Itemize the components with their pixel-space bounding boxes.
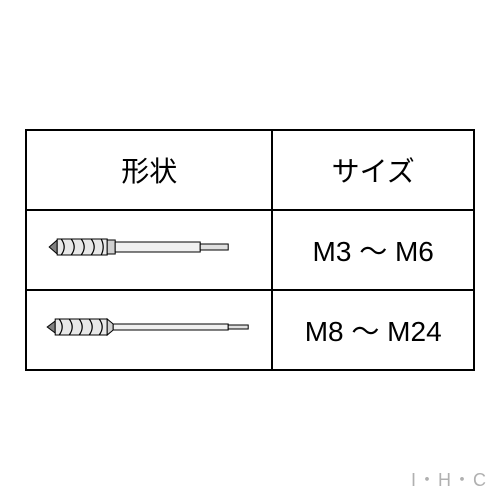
table-header-row: 形状 サイズ xyxy=(26,130,474,210)
tap-shape-long-icon xyxy=(37,302,261,352)
shape-header: 形状 xyxy=(26,130,272,210)
size-header: サイズ xyxy=(272,130,474,210)
shape-cell-1 xyxy=(26,210,272,290)
watermark-text: I・H・C xyxy=(411,466,488,492)
table-row: M3 ～ M6 xyxy=(26,210,474,290)
table-row: M8 ～ M24 xyxy=(26,290,474,370)
spec-table-container: 形状 サイズ xyxy=(25,129,475,371)
size-cell-2: M8 ～ M24 xyxy=(272,290,474,370)
shape-cell-2 xyxy=(26,290,272,370)
size-cell-1: M3 ～ M6 xyxy=(272,210,474,290)
spec-table: 形状 サイズ xyxy=(25,129,475,371)
tap-shape-short-icon xyxy=(37,222,261,272)
